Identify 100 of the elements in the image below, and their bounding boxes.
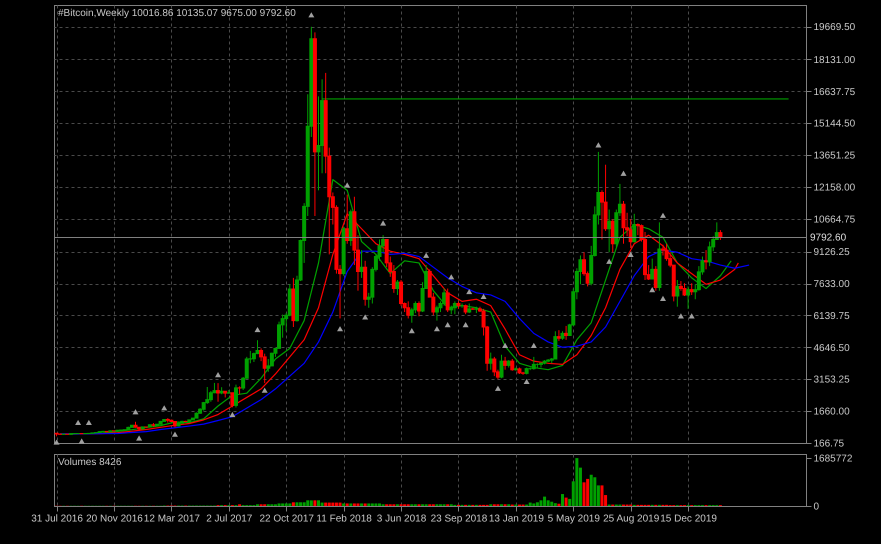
y-tick-label: 1685772 xyxy=(814,454,853,465)
point xyxy=(132,409,139,414)
bar xyxy=(546,500,550,506)
candlestick xyxy=(406,300,410,319)
point xyxy=(494,386,501,391)
bar xyxy=(288,503,292,506)
point xyxy=(308,12,314,18)
chart-title: Volumes 8426 xyxy=(58,457,122,468)
bar xyxy=(561,494,564,506)
bar xyxy=(370,503,374,506)
bar xyxy=(342,503,346,506)
bar xyxy=(281,503,284,506)
point xyxy=(78,438,85,444)
bar xyxy=(352,503,356,506)
bar xyxy=(364,503,367,506)
candlestick xyxy=(564,325,568,340)
point xyxy=(620,170,627,176)
point xyxy=(448,274,454,280)
bar xyxy=(338,502,342,506)
candlestick xyxy=(704,250,708,270)
point xyxy=(86,420,92,426)
bar xyxy=(310,500,313,506)
point xyxy=(75,420,82,426)
candlestick xyxy=(360,250,364,278)
point xyxy=(530,342,537,348)
point xyxy=(161,405,168,410)
point xyxy=(628,252,634,257)
x-tick-label: 31 Jul 2016 xyxy=(31,514,84,524)
candlestick xyxy=(718,230,722,240)
point xyxy=(380,220,386,226)
candlestick xyxy=(434,305,439,322)
bar xyxy=(543,496,546,506)
candlestick xyxy=(467,303,472,314)
candlestick xyxy=(553,330,558,360)
bar xyxy=(554,503,557,506)
candlestick xyxy=(208,390,213,402)
point xyxy=(649,287,656,292)
candlestick xyxy=(446,288,450,313)
bar xyxy=(302,502,306,506)
x-tick-label: 15 Dec 2019 xyxy=(660,514,718,524)
point xyxy=(423,252,430,258)
point xyxy=(480,294,487,300)
candlestick xyxy=(622,200,626,244)
bar xyxy=(328,502,331,506)
bar xyxy=(356,503,360,506)
candlestick xyxy=(690,282,694,296)
x-tick-label: 13 Jan 2019 xyxy=(488,514,544,524)
candlestick xyxy=(234,384,238,408)
candlestick xyxy=(632,213,636,244)
y-tick-label: 10664.75 xyxy=(814,214,856,226)
candlestick xyxy=(488,352,493,370)
point xyxy=(660,212,666,218)
candlestick xyxy=(503,356,508,370)
point xyxy=(462,322,469,328)
candlestick xyxy=(532,356,536,370)
candlestick xyxy=(464,304,468,315)
bar xyxy=(374,503,378,506)
candlestick xyxy=(556,330,561,342)
bar xyxy=(593,477,596,506)
candlestick xyxy=(675,280,680,308)
point xyxy=(606,258,612,264)
bar xyxy=(582,482,586,506)
x-tick-label: 25 Aug 2019 xyxy=(603,514,660,524)
bar xyxy=(299,502,302,506)
point xyxy=(229,412,236,418)
bar xyxy=(575,458,578,506)
point xyxy=(344,182,350,188)
x-tick-label: 5 May 2019 xyxy=(548,514,600,524)
candlestick xyxy=(452,300,457,315)
bar xyxy=(320,502,324,506)
y-tick-label: 12158.00 xyxy=(814,182,856,194)
bar xyxy=(539,500,542,506)
y-tick-label: 4646.50 xyxy=(814,342,850,354)
point xyxy=(215,372,222,378)
y-tick-label: 6139.75 xyxy=(814,310,850,322)
candlestick xyxy=(686,286,690,310)
bar xyxy=(306,500,310,506)
bar xyxy=(367,503,370,506)
ref-line-label: 9792.60 xyxy=(810,232,847,244)
bar xyxy=(536,502,539,506)
bar xyxy=(295,502,298,506)
point xyxy=(408,328,415,334)
point xyxy=(54,439,60,445)
bar xyxy=(346,503,349,506)
point xyxy=(660,296,666,301)
bar xyxy=(590,474,593,506)
bar xyxy=(564,498,568,506)
candlestick xyxy=(682,282,687,297)
point xyxy=(466,288,472,294)
bar xyxy=(349,503,352,506)
y-tick-label: 19669.50 xyxy=(814,22,856,34)
x-tick-label: 3 Jun 2018 xyxy=(376,514,427,524)
candlestick xyxy=(252,352,256,363)
y-tick-label: 7633.00 xyxy=(814,279,850,290)
point xyxy=(136,435,142,441)
y-tick-label: 16637.75 xyxy=(814,86,856,98)
point xyxy=(678,313,684,318)
bar xyxy=(600,485,604,506)
y-tick-label: 1660.00 xyxy=(814,406,850,418)
bar xyxy=(360,503,364,506)
